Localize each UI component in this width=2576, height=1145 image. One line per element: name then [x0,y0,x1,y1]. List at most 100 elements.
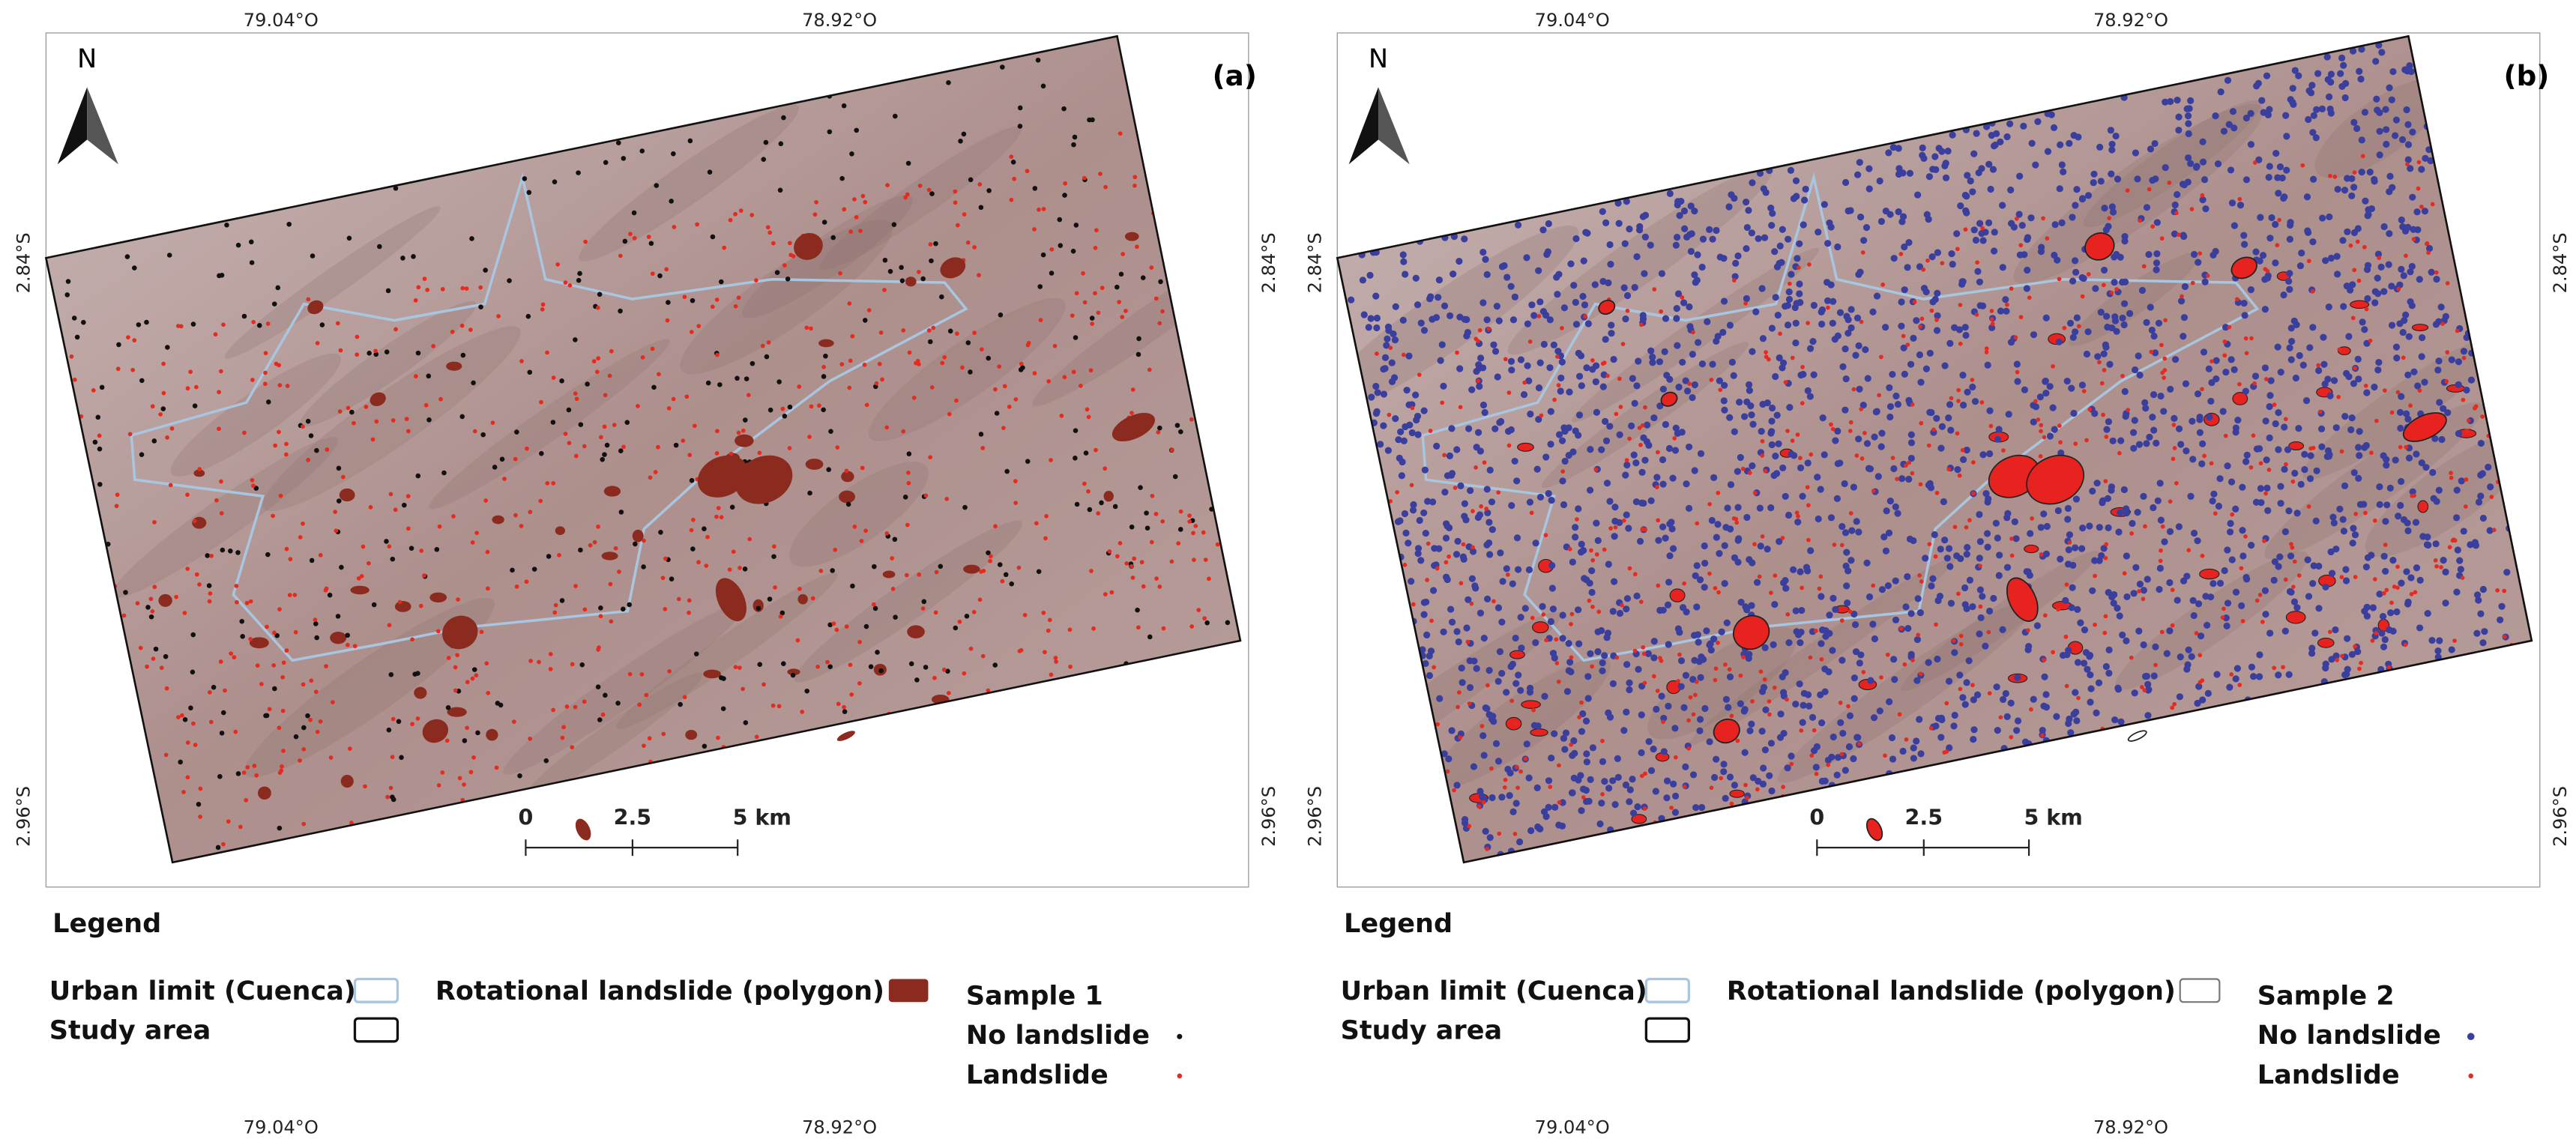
landslide-point [1695,521,1700,526]
no-landslide-point [1904,572,1911,581]
no-landslide-point [1225,620,1231,626]
landslide-point [2395,585,2400,590]
landslide-polygon [492,515,504,525]
no-landslide-point [1539,308,1548,315]
landslide-point [1958,633,1964,638]
no-landslide-point [1890,656,1898,663]
landslide-point [1767,712,1772,717]
landslide-point [1778,331,1782,336]
no-landslide-point [182,717,188,722]
landslide-point [1851,387,1856,392]
no-landslide-point [1575,349,1582,357]
landslide-point [1103,466,1108,471]
no-landslide-point [2066,531,2074,539]
landslide-point [1716,590,1721,595]
no-landslide-point [1770,641,1777,648]
no-landslide-point [1761,644,1769,651]
landslide-point [242,430,247,435]
landslide-point [1034,521,1039,526]
landslide-point [1957,473,1962,478]
landslide-point [1207,576,1211,581]
no-landslide-point [1779,464,1787,472]
no-landslide-point [2008,220,2015,227]
landslide-point [1176,541,1181,546]
no-landslide-point [2100,350,2108,357]
no-landslide-point [1025,459,1031,464]
landslide-point [2337,347,2342,352]
no-landslide-point [1426,671,1434,680]
no-landslide-point [1644,421,1651,429]
landslide-point [2237,381,2242,387]
landslide-point [163,752,169,758]
no-landslide-point [2398,136,2407,144]
no-landslide-point [415,671,420,676]
no-landslide-point [2120,321,2128,329]
no-landslide-point [1623,708,1630,716]
landslide-point [561,725,566,730]
no-landslide-point [517,773,522,779]
no-landslide-point [1399,316,1407,324]
no-landslide-point [2362,563,2371,571]
no-landslide-point [2293,321,2300,328]
no-landslide-point [2463,333,2470,342]
no-landslide-point [2247,141,2255,148]
landslide-point [1530,615,1535,620]
no-landslide-point [2272,220,2279,229]
landslide-point [2405,162,2410,167]
landslide-point [664,267,669,272]
no-landslide-point [2074,659,2082,666]
no-landslide-point [1818,308,1825,315]
landslide-point [1958,641,1964,647]
landslide-point [714,451,720,456]
no-landslide-point [1635,665,1642,673]
landslide-point [988,558,992,564]
landslide-point [2352,170,2357,175]
no-landslide-point [1511,293,1518,300]
no-landslide-point [742,417,748,423]
no-landslide-point [2366,169,2374,176]
no-landslide-point [2096,143,2104,151]
landslide-point [2389,410,2395,415]
no-landslide-point [1626,225,1633,233]
no-landslide-point [1462,516,1470,524]
no-landslide-point [1872,408,1880,416]
landslide-point [453,688,458,693]
landslide-polygon [794,232,823,260]
legend-text: Sample 1 [966,981,1103,1012]
no-landslide-point [314,635,319,641]
no-landslide-point [2102,226,2110,234]
no-landslide-point [1800,701,1807,709]
no-landslide-point [2434,366,2442,374]
landslide-point [1160,519,1165,524]
no-landslide-point [1494,604,1503,611]
no-landslide-point [1976,220,1984,227]
landslide-point [776,704,782,709]
no-landslide-point [1725,704,1732,711]
no-landslide-point [2002,296,2009,303]
landslide-point [284,441,289,447]
landslide-point [2009,286,2014,291]
landslide-point [348,746,352,751]
no-landslide-point [1855,528,1862,536]
no-landslide-point [2121,387,2129,396]
no-landslide-point [2120,300,2129,307]
no-landslide-point [2455,429,2463,438]
landslide-point [1409,483,1414,488]
no-landslide-point [2309,324,2317,331]
no-landslide-point [1599,659,1606,667]
no-landslide-point [1508,366,1515,374]
landslide-point [2395,390,2401,395]
landslide-point [1800,585,1804,590]
landslide-point [1435,566,1440,571]
no-landslide-point [1721,406,1728,414]
landslide-point [1089,569,1094,573]
no-landslide-point [2298,250,2305,257]
landslide-point [1178,509,1183,514]
no-landslide-point [2247,286,2254,294]
no-landslide-point [2322,257,2329,265]
no-landslide-point [2305,87,2313,94]
landslide-point [850,333,855,339]
no-landslide-point [2392,116,2401,124]
landslide-point [2042,435,2047,440]
landslide-point [1091,626,1096,631]
